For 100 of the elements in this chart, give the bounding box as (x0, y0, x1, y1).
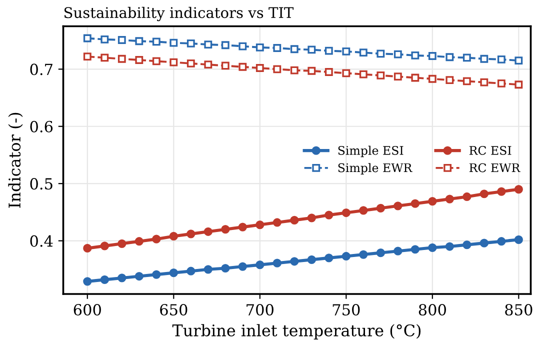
point (256, 260, 264, 270)
point (446, 76, 454, 84)
point (272, 258, 282, 268)
point (100, 54, 109, 62)
point (342, 208, 350, 218)
y-tick-label: 0.4 (30, 235, 53, 247)
point (428, 197, 437, 206)
point (428, 52, 436, 60)
point (308, 66, 316, 75)
point (411, 51, 420, 60)
point (462, 240, 472, 250)
point (480, 238, 488, 248)
point (324, 46, 333, 55)
x-tick-label: 700 (246, 304, 274, 316)
point (204, 60, 212, 69)
point (445, 242, 454, 251)
point (221, 225, 230, 234)
point (256, 220, 264, 230)
point (100, 35, 109, 44)
point (152, 270, 161, 279)
point (134, 237, 144, 246)
point (410, 245, 420, 254)
point (462, 77, 471, 86)
point (83, 52, 92, 61)
point (135, 37, 144, 46)
point (497, 187, 506, 196)
point (342, 69, 350, 78)
point (342, 47, 350, 56)
point (324, 210, 334, 220)
point (204, 40, 212, 49)
x-tick-label: 850 (505, 304, 532, 316)
point (169, 232, 178, 241)
point (497, 55, 506, 64)
chart-title: Sustainability indicators vs TIT (64, 6, 294, 22)
point (410, 199, 420, 208)
point (221, 264, 230, 273)
point (480, 54, 488, 63)
point (462, 192, 472, 202)
point (273, 65, 282, 74)
point (238, 262, 247, 271)
y-tick-label: 0.5 (30, 178, 52, 190)
point (359, 250, 368, 259)
point (480, 190, 488, 198)
point (376, 248, 385, 258)
point (394, 50, 402, 58)
point (118, 239, 126, 248)
point (359, 48, 368, 57)
point (480, 78, 488, 86)
point (514, 184, 523, 194)
point (238, 62, 247, 71)
x-tick-label: 750 (332, 304, 360, 316)
point (446, 53, 454, 62)
point (118, 36, 126, 44)
x-tick-label: 800 (418, 304, 446, 316)
point (411, 74, 420, 82)
point (100, 275, 109, 284)
point (83, 34, 92, 42)
point (204, 265, 212, 274)
point (273, 44, 282, 52)
point (100, 242, 109, 250)
point (324, 68, 333, 76)
y-axis-title: Indicator (-) (8, 112, 23, 208)
point (152, 38, 160, 46)
y-tick-label: 0.6 (30, 120, 53, 132)
point (290, 216, 299, 225)
point (428, 74, 436, 83)
point (376, 204, 385, 212)
point (308, 46, 316, 54)
point (152, 57, 160, 66)
point (394, 202, 402, 210)
legend-label: Simple ESI (338, 146, 404, 158)
point (118, 54, 126, 63)
point (256, 43, 264, 52)
legend-label: Simple EWR (338, 163, 412, 174)
point (290, 66, 298, 74)
point (497, 237, 506, 246)
point (186, 230, 196, 238)
point (514, 235, 523, 244)
x-axis-title: Turbine inlet temperature (°C) (172, 324, 421, 340)
point (428, 243, 437, 252)
point (376, 50, 385, 58)
point (221, 62, 230, 70)
point (83, 277, 92, 286)
point (170, 38, 178, 47)
point (307, 255, 316, 264)
point (83, 244, 92, 253)
point (238, 222, 247, 232)
point (497, 80, 506, 88)
point (359, 206, 368, 215)
point (342, 252, 350, 261)
point (204, 227, 212, 236)
point (170, 58, 178, 66)
point (134, 272, 144, 281)
y-tick-label: 0.7 (30, 64, 52, 76)
point (186, 266, 196, 276)
point (445, 194, 454, 204)
point (238, 42, 247, 50)
point (462, 54, 471, 62)
x-tick-label: 600 (74, 304, 101, 316)
legend-label: RC EWR (469, 163, 520, 172)
